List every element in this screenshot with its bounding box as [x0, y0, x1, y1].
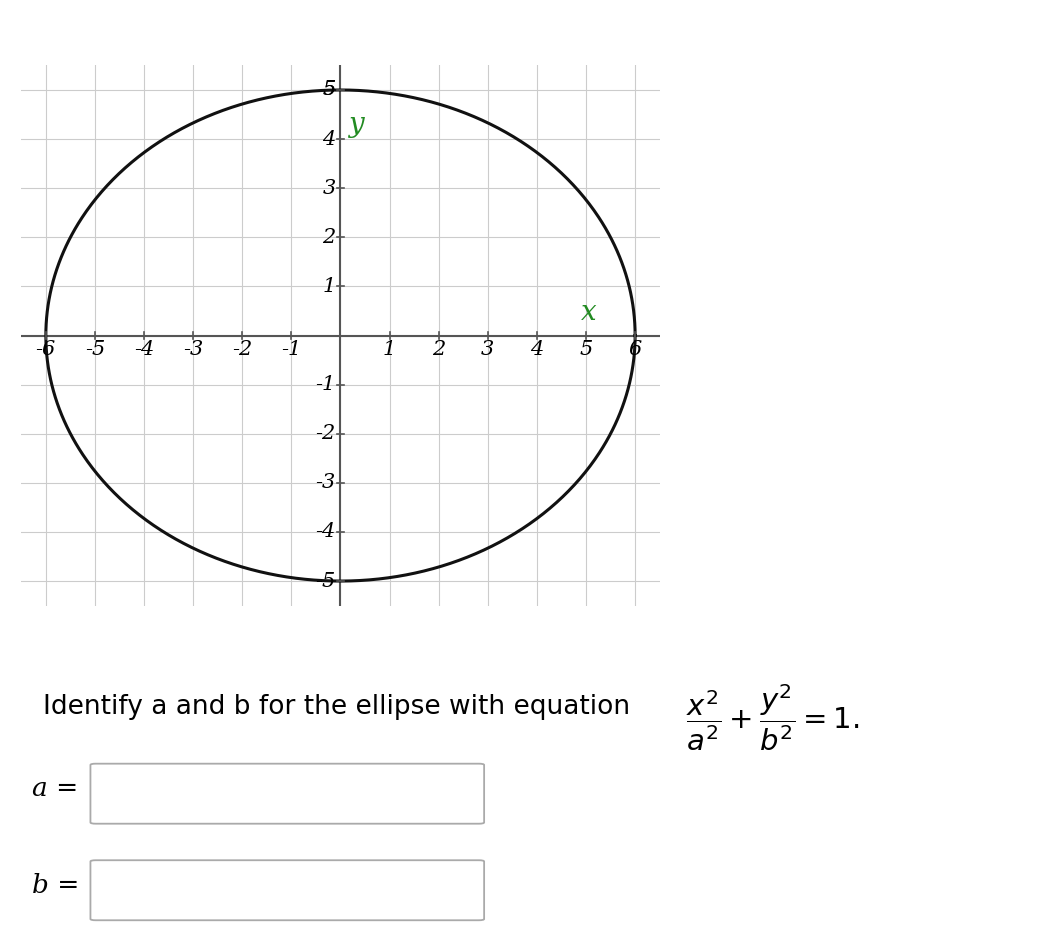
Text: 1: 1 — [383, 340, 396, 360]
Text: -2: -2 — [315, 424, 335, 444]
Text: 4: 4 — [530, 340, 544, 360]
Text: 2: 2 — [432, 340, 446, 360]
Text: x: x — [581, 299, 597, 326]
Text: 3: 3 — [322, 179, 335, 198]
Text: -1: -1 — [315, 375, 335, 394]
Text: Identify a and b for the ellipse with equation: Identify a and b for the ellipse with eq… — [43, 694, 630, 720]
Text: -4: -4 — [134, 340, 154, 360]
Text: -3: -3 — [315, 473, 335, 492]
Text: -2: -2 — [232, 340, 252, 360]
Text: b =: b = — [32, 872, 80, 898]
Text: a =: a = — [32, 776, 78, 801]
Text: 5: 5 — [322, 80, 335, 100]
Text: -6: -6 — [36, 340, 56, 360]
Text: -5: -5 — [85, 340, 105, 360]
Text: 2: 2 — [322, 227, 335, 247]
Text: 5: 5 — [580, 340, 593, 360]
Text: 5: 5 — [322, 80, 335, 100]
Text: -1: -1 — [281, 340, 301, 360]
Text: 6: 6 — [629, 340, 642, 360]
Text: -5: -5 — [315, 571, 335, 591]
FancyBboxPatch shape — [90, 763, 484, 824]
Text: 4: 4 — [322, 130, 335, 148]
Text: 3: 3 — [481, 340, 495, 360]
Text: y: y — [348, 111, 364, 138]
Text: -4: -4 — [315, 523, 335, 541]
Text: 1: 1 — [322, 277, 335, 296]
Text: -3: -3 — [183, 340, 203, 360]
Text: $\dfrac{x^2}{a^2} + \dfrac{y^2}{b^2} = 1.$: $\dfrac{x^2}{a^2} + \dfrac{y^2}{b^2} = 1… — [686, 682, 860, 753]
FancyBboxPatch shape — [90, 860, 484, 920]
